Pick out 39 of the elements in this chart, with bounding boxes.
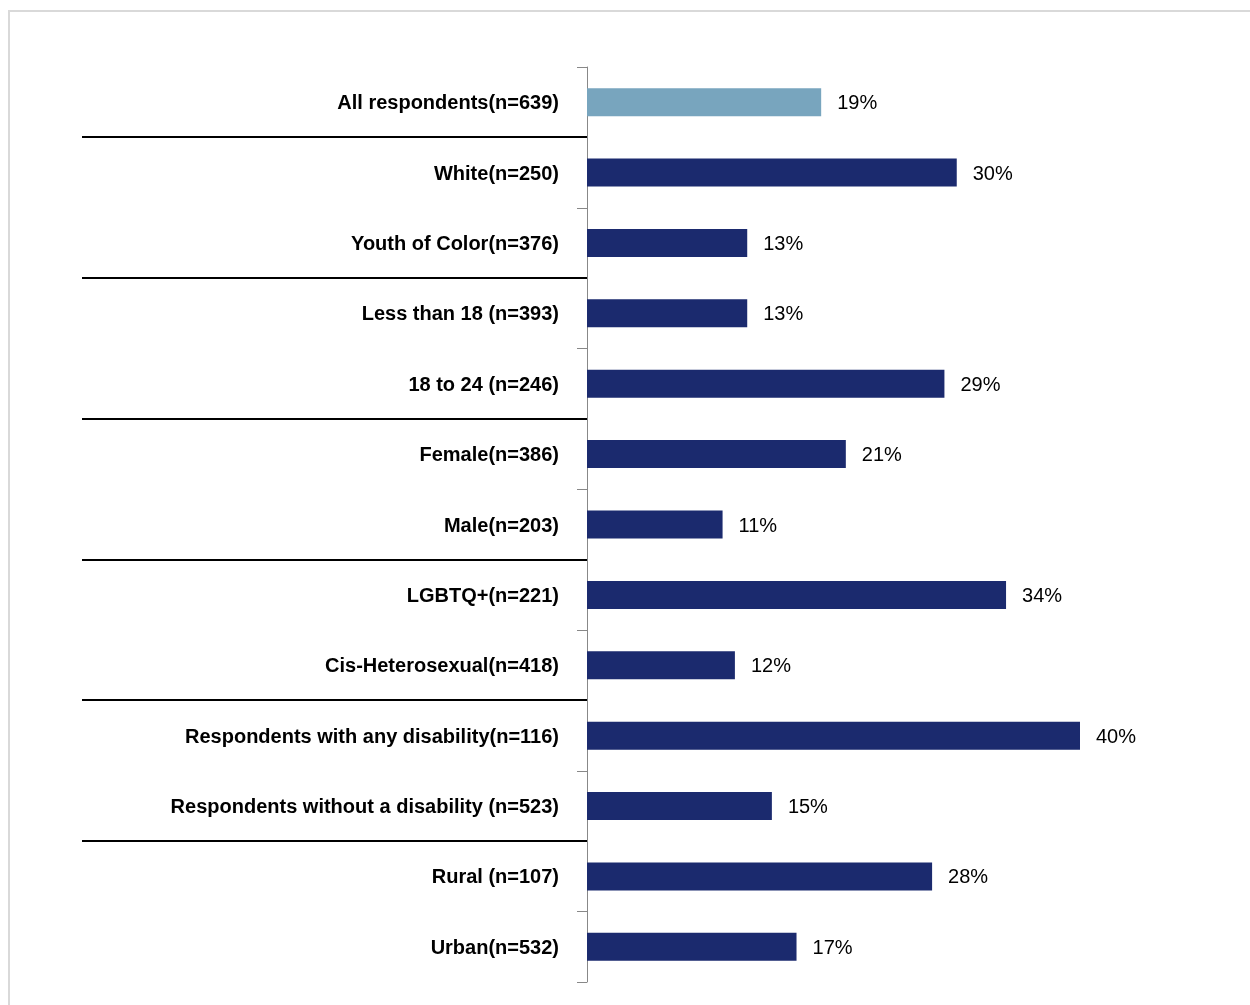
y-tick-label: Female(n=386)	[419, 443, 559, 466]
data-label: 19%	[837, 91, 878, 114]
y-tick-label: White(n=250)	[433, 161, 559, 184]
data-label: 21%	[861, 443, 903, 466]
data-label: 15%	[787, 795, 829, 818]
bar	[587, 580, 1007, 609]
y-tick-label: LGBTQ+(n=221)	[406, 583, 559, 606]
y-tick-label: Cis-Heterosexual(n=418)	[325, 654, 559, 677]
bar	[587, 510, 723, 539]
data-label: 13%	[763, 302, 804, 325]
data-label: 11%	[738, 513, 778, 536]
y-tick-label: Male(n=203)	[443, 513, 559, 536]
data-label: 28%	[948, 865, 989, 888]
y-tick-label: Rural (n=107)	[431, 865, 559, 888]
data-label: 40%	[1096, 724, 1137, 747]
data-label: 17%	[812, 935, 853, 958]
bar	[587, 721, 1080, 750]
y-tick-label: Respondents with any disability(n=116)	[185, 724, 559, 747]
y-tick-label: All respondents(n=639)	[337, 91, 559, 114]
y-tick-label: Less than 18 (n=393)	[361, 302, 559, 325]
bar	[587, 862, 933, 891]
bar	[587, 299, 748, 328]
y-tick-label: 18 to 24 (n=246)	[408, 372, 559, 395]
bar	[587, 88, 822, 117]
data-label: 13%	[763, 231, 804, 254]
bar	[587, 792, 772, 821]
bar	[587, 932, 797, 961]
data-label: 34%	[1022, 583, 1063, 606]
bar	[587, 440, 846, 469]
data-label: 30%	[972, 161, 1013, 184]
bar	[587, 651, 735, 680]
bar	[587, 158, 957, 187]
data-label: 29%	[960, 372, 1001, 395]
data-label: 12%	[750, 654, 792, 677]
y-tick-label: Respondents without a disability (n=523)	[170, 795, 559, 818]
bar	[587, 228, 748, 257]
bar	[587, 369, 945, 398]
y-tick-label: Urban(n=532)	[430, 935, 559, 958]
y-tick-label: Youth of Color(n=376)	[351, 231, 559, 254]
